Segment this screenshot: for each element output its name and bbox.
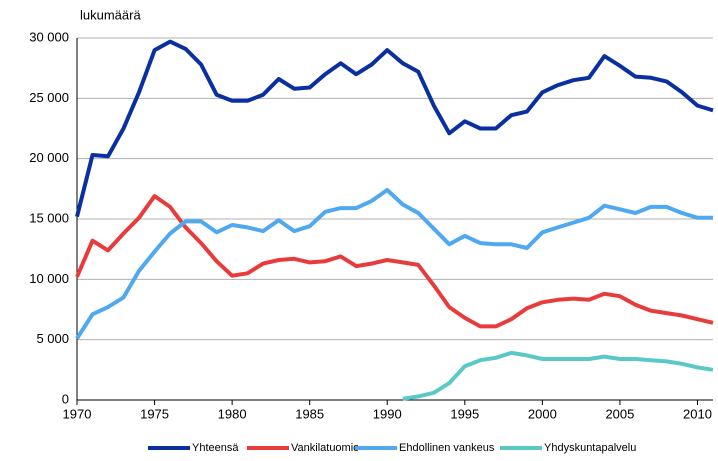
x-tick-label: 1990	[373, 406, 402, 421]
legend-label: Yhdyskuntapalvelu	[544, 442, 636, 454]
legend-label: Yhteensä	[192, 442, 239, 454]
series-line	[75, 39, 714, 218]
y-tick-label: 25 000	[29, 90, 69, 105]
x-tick-label: 1985	[295, 406, 324, 421]
x-tick-label: 2005	[605, 406, 634, 421]
y-axis-label: lukumäärä	[80, 7, 141, 22]
x-tick-label: 1995	[450, 406, 479, 421]
y-tick-label: 30 000	[29, 29, 69, 44]
x-tick-label: 1975	[140, 406, 169, 421]
y-tick-label: 5 000	[36, 331, 69, 346]
x-tick-label: 1980	[218, 406, 247, 421]
y-tick-label: 0	[62, 391, 69, 406]
x-tick-label: 2000	[528, 406, 557, 421]
y-tick-label: 15 000	[29, 210, 69, 225]
series-line	[75, 194, 714, 329]
series-line	[402, 350, 714, 401]
legend-label: Ehdollinen vankeus	[399, 442, 495, 454]
y-tick-label: 20 000	[29, 150, 69, 165]
x-tick-label: 1970	[63, 406, 92, 421]
legend-label: Vankilatuomio	[291, 442, 359, 454]
series-line	[75, 188, 713, 340]
y-tick-label: 10 000	[29, 271, 69, 286]
x-tick-label: 2010	[683, 406, 712, 421]
